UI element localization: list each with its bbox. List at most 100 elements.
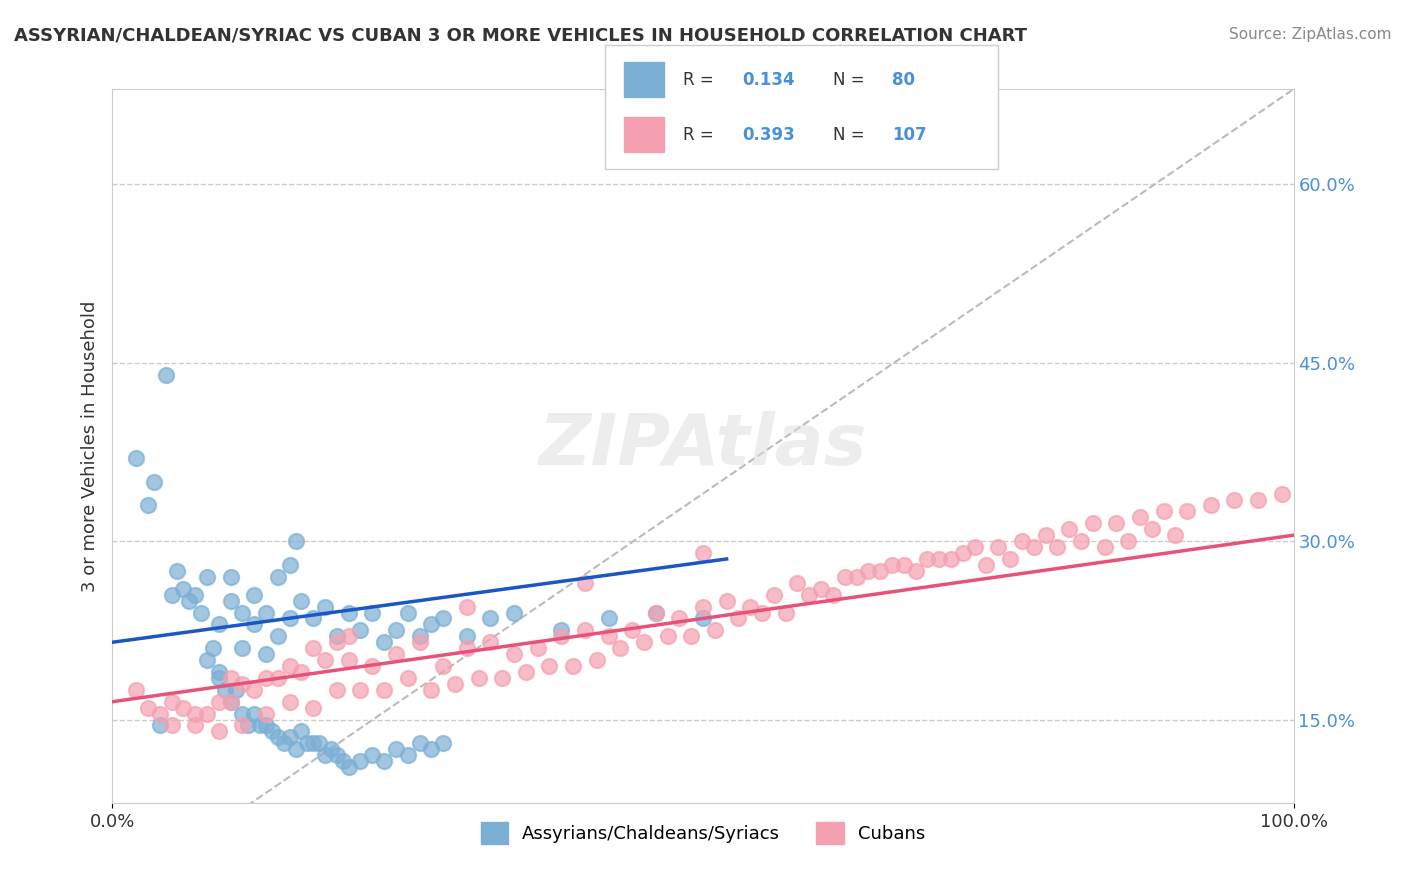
Point bbox=[1271, 486, 1294, 500]
FancyBboxPatch shape bbox=[624, 62, 664, 97]
Point bbox=[278, 659, 301, 673]
Point bbox=[574, 624, 596, 638]
Text: 107: 107 bbox=[891, 126, 927, 144]
Point bbox=[976, 558, 998, 572]
Point bbox=[644, 606, 666, 620]
Point bbox=[290, 593, 312, 607]
Point bbox=[349, 682, 371, 697]
Point bbox=[821, 588, 844, 602]
Point bbox=[550, 624, 572, 638]
Point bbox=[1022, 540, 1045, 554]
Point bbox=[456, 641, 478, 656]
Point bbox=[349, 624, 371, 638]
Point bbox=[692, 546, 714, 560]
Point bbox=[249, 718, 271, 732]
Point bbox=[1164, 528, 1187, 542]
Point bbox=[1223, 492, 1246, 507]
Point bbox=[585, 653, 607, 667]
Point bbox=[1140, 522, 1163, 536]
Text: R =: R = bbox=[683, 126, 720, 144]
Point bbox=[644, 606, 666, 620]
Point bbox=[278, 611, 301, 625]
Point bbox=[1070, 534, 1092, 549]
Point bbox=[373, 682, 395, 697]
Point bbox=[834, 570, 856, 584]
Point bbox=[491, 671, 513, 685]
Point bbox=[195, 706, 218, 721]
Point bbox=[243, 706, 266, 721]
Text: 0.134: 0.134 bbox=[742, 70, 794, 88]
Point bbox=[219, 570, 242, 584]
Point bbox=[799, 588, 821, 602]
Point bbox=[456, 599, 478, 614]
Text: 0.393: 0.393 bbox=[742, 126, 796, 144]
Point bbox=[125, 682, 148, 697]
Point bbox=[361, 606, 384, 620]
Point bbox=[432, 611, 454, 625]
Point bbox=[1094, 540, 1116, 554]
Point bbox=[302, 736, 325, 750]
Point bbox=[184, 588, 207, 602]
Point bbox=[538, 659, 561, 673]
Point bbox=[775, 606, 797, 620]
Point bbox=[149, 718, 172, 732]
Point bbox=[319, 742, 342, 756]
Point bbox=[373, 635, 395, 649]
Point bbox=[526, 641, 548, 656]
Point bbox=[308, 736, 330, 750]
Point bbox=[893, 558, 915, 572]
Point bbox=[184, 706, 207, 721]
Point bbox=[149, 706, 172, 721]
Point bbox=[302, 611, 325, 625]
Point bbox=[444, 677, 467, 691]
Point bbox=[550, 629, 572, 643]
Point bbox=[1199, 499, 1222, 513]
Point bbox=[373, 754, 395, 768]
Point bbox=[231, 606, 253, 620]
Point bbox=[740, 599, 762, 614]
Point bbox=[952, 546, 974, 560]
Point bbox=[456, 629, 478, 643]
Point bbox=[278, 695, 301, 709]
Point bbox=[716, 593, 738, 607]
Point bbox=[160, 695, 183, 709]
Point bbox=[155, 368, 177, 382]
Point bbox=[332, 754, 354, 768]
Point bbox=[1247, 492, 1270, 507]
Point bbox=[408, 736, 430, 750]
Point bbox=[284, 742, 307, 756]
Point bbox=[231, 718, 253, 732]
Point bbox=[125, 450, 148, 465]
Point bbox=[337, 653, 360, 667]
Point bbox=[219, 695, 242, 709]
Point bbox=[692, 599, 714, 614]
Point bbox=[254, 606, 277, 620]
Point bbox=[963, 540, 986, 554]
Point bbox=[361, 748, 384, 763]
Point bbox=[810, 582, 832, 596]
Point bbox=[917, 552, 939, 566]
Point bbox=[208, 724, 231, 739]
Point bbox=[998, 552, 1021, 566]
Point bbox=[219, 593, 242, 607]
Point bbox=[786, 575, 808, 590]
Point bbox=[278, 731, 301, 745]
Point bbox=[254, 647, 277, 661]
Point bbox=[302, 700, 325, 714]
Point bbox=[267, 629, 290, 643]
Point bbox=[1011, 534, 1033, 549]
Point bbox=[1175, 504, 1198, 518]
Point bbox=[385, 624, 408, 638]
Point bbox=[762, 588, 785, 602]
Point bbox=[254, 671, 277, 685]
Point bbox=[208, 695, 231, 709]
Point bbox=[349, 754, 371, 768]
Text: ASSYRIAN/CHALDEAN/SYRIAC VS CUBAN 3 OR MORE VEHICLES IN HOUSEHOLD CORRELATION CH: ASSYRIAN/CHALDEAN/SYRIAC VS CUBAN 3 OR M… bbox=[14, 27, 1026, 45]
Point bbox=[160, 588, 183, 602]
Text: ZIPAtlas: ZIPAtlas bbox=[538, 411, 868, 481]
FancyBboxPatch shape bbox=[605, 45, 998, 169]
Point bbox=[337, 629, 360, 643]
Text: N =: N = bbox=[832, 70, 870, 88]
Point bbox=[939, 552, 962, 566]
Point bbox=[290, 665, 312, 679]
